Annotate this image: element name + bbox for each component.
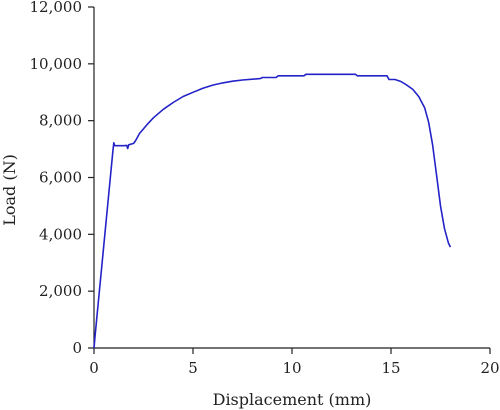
ticks: [88, 6, 491, 354]
y-tick-label: 4,000: [39, 225, 82, 243]
y-axis-title: Load (N): [0, 154, 19, 226]
load-displacement-series-line: [93, 73, 452, 349]
y-tick-label: 12,000: [30, 0, 83, 16]
x-axis-title: Displacement (mm): [213, 390, 372, 409]
x-tick-label: 15: [381, 359, 400, 377]
x-tick-label: 0: [89, 359, 99, 377]
axes: [93, 7, 490, 349]
y-tick-label: 6,000: [39, 169, 82, 187]
y-tick-label: 0: [72, 339, 82, 357]
x-tick-label: 5: [188, 359, 198, 377]
tick-labels: 0 2,000 4,000 6,000 8,000 10,000 12,000 0 5 10 15 2…: [30, 0, 500, 377]
y-tick-label: 2,000: [39, 282, 82, 300]
x-tick-label: 10: [282, 359, 301, 377]
y-tick-label: 10,000: [30, 55, 83, 73]
y-tick-label: 8,000: [39, 112, 82, 130]
x-tick-label: 20: [480, 359, 499, 377]
